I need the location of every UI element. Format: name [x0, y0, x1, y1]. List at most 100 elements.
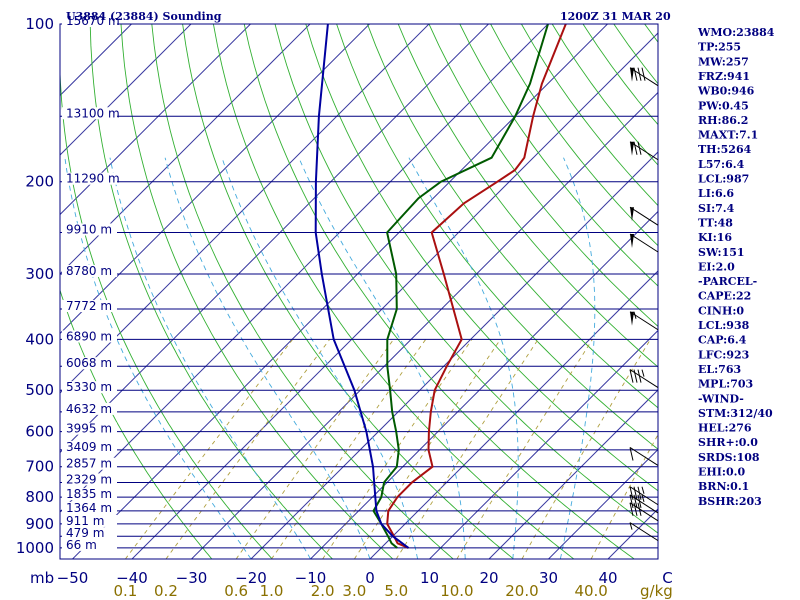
wind-barb-feather: [637, 67, 642, 81]
index-entry: BSHR:203: [698, 495, 762, 508]
pressure-tick-label: 100: [25, 15, 54, 33]
wind-barb: [629, 206, 659, 226]
mixing-ratio-label: 10.0: [440, 582, 473, 600]
wind-barb: [629, 233, 659, 253]
mixing-ratio-label: 0.6: [224, 582, 248, 600]
wind-barb-feather: [629, 447, 634, 461]
height-label: 2329 m: [66, 472, 112, 486]
height-label-bg: [62, 107, 117, 120]
dry-adiabat: [243, 24, 635, 559]
wind-barb-half-feather: [633, 311, 637, 319]
wind-barb-feather: [641, 67, 646, 81]
height-label-bg: [62, 527, 117, 540]
wind-barb-pennant: [630, 67, 634, 82]
wind-barb: [629, 522, 659, 542]
index-entry: EL:763: [698, 363, 741, 376]
temperature-tick-label: −50: [57, 569, 89, 587]
temperature-tick-label: −30: [176, 569, 208, 587]
height-label: 15670 m: [66, 14, 120, 28]
height-label-bg: [62, 440, 117, 453]
index-entry: SW:151: [698, 246, 745, 259]
index-entry: HEL:276: [698, 422, 752, 435]
isotherm-line: [60, 24, 430, 394]
height-label-bg: [62, 514, 117, 527]
mixing-ratio-label: 0.2: [154, 582, 178, 600]
wind-barb-feather: [633, 486, 638, 500]
height-label: 13100 m: [66, 106, 120, 120]
index-entry: SHR+:0.0: [698, 436, 758, 449]
dry-adiabat: [120, 24, 394, 559]
dry-adiabat: [305, 24, 658, 492]
index-entry: TH:5264: [698, 143, 752, 156]
mixing-ratio-line: [165, 339, 331, 559]
index-entry: RH:86.2: [698, 114, 748, 127]
height-label: 6068 m: [66, 356, 112, 370]
height-label-bg: [62, 172, 117, 185]
temperature-tick-label: −40: [116, 569, 148, 587]
wind-barb-half-feather: [641, 494, 645, 503]
height-label-bg: [62, 381, 117, 394]
height-label-bg: [62, 488, 117, 501]
height-label-bg: [62, 15, 117, 27]
dry-adiabat: [397, 24, 658, 368]
mixing-ratio-label: 20.0: [505, 582, 538, 600]
dry-adiabat: [182, 24, 514, 559]
dry-adiabat: [89, 24, 333, 559]
height-label-bg: [62, 357, 117, 370]
dry-adiabat: [428, 24, 658, 327]
temperature-tick-label: 40: [598, 569, 617, 587]
height-label: 6890 m: [66, 329, 112, 343]
mixing-ratio-label: 1.0: [260, 582, 284, 600]
wind-barb: [629, 486, 659, 506]
isotherm-line: [429, 329, 658, 559]
moist-adiabat: [408, 157, 519, 559]
wind-barb-staff: [629, 206, 659, 226]
wind-barb-feather: [637, 369, 642, 383]
isotherm-line: [60, 24, 311, 275]
height-label: 911 m: [66, 514, 104, 528]
profile-curves: [314, 24, 567, 549]
index-entry: -WIND-: [698, 392, 744, 405]
isotherm-line: [60, 24, 251, 216]
wind-barb-feather: [637, 494, 642, 509]
wind-barb: [629, 141, 659, 161]
index-entry: MW:257: [698, 55, 749, 68]
chart-title-right: 1200Z 31 MAR 20: [560, 10, 671, 23]
dry-adiabat: [459, 24, 658, 287]
wind-barb-feather: [637, 502, 642, 516]
isotherm-line: [131, 32, 658, 559]
index-entry: MPL:703: [698, 378, 753, 391]
index-entry: LFC:923: [698, 348, 749, 361]
pressure-tick-label: 900: [25, 515, 54, 533]
wind-barb-feather: [637, 486, 642, 500]
chart-grid: [60, 24, 658, 559]
pressure-tick-label: 300: [25, 265, 54, 283]
dewpoint-profile: [372, 24, 549, 549]
index-entry: EHI:0.0: [698, 466, 745, 479]
index-entry: EI:2.0: [698, 260, 735, 273]
height-label-bg: [62, 264, 117, 277]
height-label: 479 m: [66, 526, 104, 540]
wind-barb: [629, 369, 659, 389]
temperature-tick-label: −20: [235, 569, 267, 587]
isobars: [60, 23, 658, 549]
height-label-bg: [62, 422, 117, 435]
isotherm-line: [250, 151, 658, 559]
wind-barb-pennant: [630, 207, 634, 222]
dry-adiabat: [490, 24, 658, 247]
wind-barb-feather: [633, 494, 638, 509]
index-entry: MAXT:7.1: [698, 129, 758, 142]
pressure-tick-label: 600: [25, 423, 54, 441]
mixing-ratio-line: [235, 339, 394, 559]
dry-adiabat: [151, 24, 454, 559]
mixing-ratio-line: [395, 339, 539, 559]
moist-adiabat: [221, 157, 419, 559]
moist-adiabat: [64, 157, 252, 559]
index-entry: TP:255: [698, 41, 741, 54]
index-entry: -PARCEL-: [698, 275, 757, 288]
index-entry: CAPE:22: [698, 290, 751, 303]
isotherm-line: [548, 448, 658, 559]
index-entry: LI:6.6: [698, 187, 734, 200]
pressure-tick-label: 400: [25, 330, 54, 348]
